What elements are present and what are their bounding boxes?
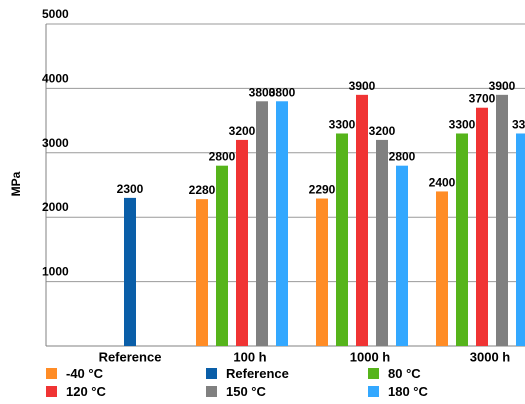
y-axis-label: MPa [9,171,23,196]
data-label: 3900 [489,79,516,93]
legend-item: 120 °C [46,384,106,399]
y-tick-label: 5000 [42,7,69,21]
legend-label: 80 °C [388,366,421,381]
category-label: Reference [99,349,162,364]
legend-item: 150 °C [206,384,266,399]
data-label: 3800 [269,85,296,99]
bars [124,94,525,346]
legend-swatch [46,368,57,379]
category-label: 3000 h [470,349,511,364]
y-tick-label: 2000 [42,200,69,214]
data-label: 330 [512,117,525,131]
data-label: 3300 [329,117,356,131]
bar [476,107,488,346]
bar [236,139,248,346]
bar [216,165,228,346]
data-label: 3200 [369,124,396,138]
data-label: 3900 [349,79,376,93]
bar [516,133,525,346]
legend-item: 180 °C [368,384,428,399]
y-tick-label: 1000 [42,265,69,279]
legend-label: Reference [226,366,289,381]
legend-item: Reference [206,366,289,381]
category-label: 100 h [233,349,266,364]
bar [456,133,468,346]
legend-swatch [368,386,379,397]
data-label: 3700 [469,92,496,106]
legend-label: 120 °C [66,384,106,399]
legend-label: -40 °C [66,366,103,381]
bar [196,199,208,346]
data-label: 3200 [229,124,256,138]
data-label: 2290 [309,183,336,197]
legend-item: 80 °C [368,366,421,381]
data-label: 2800 [389,150,416,164]
bar [316,198,328,346]
data-label: 2300 [117,182,144,196]
category-labels: Reference 100 h 1000 h 3000 h [99,349,511,364]
bar [436,191,448,346]
bar [276,101,288,346]
data-label: 2800 [209,150,236,164]
bar [376,139,388,346]
bar [124,197,136,346]
legend-label: 180 °C [388,384,428,399]
data-label: 3800 [249,85,276,99]
y-tick-label: 3000 [42,136,69,150]
bar [256,101,268,346]
legend: -40 °C Reference 80 °C 120 °C 150 °C 180 °C [46,366,516,402]
y-tick-labels: 1000 2000 3000 4000 5000 [42,7,69,279]
bar [496,94,508,346]
legend-item: -40 °C [46,366,103,381]
legend-swatch [206,386,217,397]
data-label: 2280 [189,183,216,197]
data-label: 2400 [429,175,456,189]
category-label: 1000 h [350,349,391,364]
legend-label: 150 °C [226,384,266,399]
bar [336,133,348,346]
legend-swatch [206,368,217,379]
bar [396,165,408,346]
legend-swatch [368,368,379,379]
data-label: 3300 [449,117,476,131]
bar [356,94,368,346]
y-tick-label: 4000 [42,71,69,85]
legend-swatch [46,386,57,397]
